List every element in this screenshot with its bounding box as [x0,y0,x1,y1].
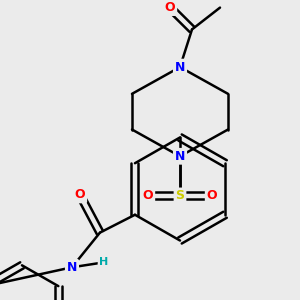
Text: H: H [99,257,109,267]
Text: N: N [175,150,185,163]
Text: O: O [75,188,85,201]
Text: N: N [175,61,185,74]
Text: O: O [143,189,153,203]
Text: N: N [67,261,77,274]
Text: O: O [165,1,175,14]
Text: S: S [176,189,184,203]
Text: O: O [207,189,217,203]
